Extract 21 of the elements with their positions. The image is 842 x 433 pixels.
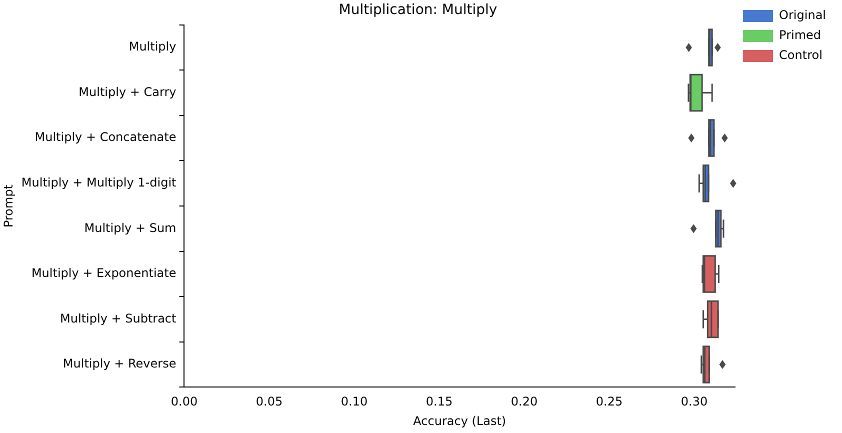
legend-label: Original — [779, 8, 826, 22]
legend-label: Control — [779, 48, 822, 62]
y-tick-label: Multiply + Subtract — [60, 311, 177, 326]
x-axis-title: Accuracy (Last) — [413, 414, 506, 428]
x-tick-label: 0.20 — [510, 394, 538, 409]
x-tick-label: 0.15 — [426, 394, 453, 409]
x-tick-label: 0.00 — [170, 394, 198, 409]
y-tick-label: Multiply — [128, 40, 176, 54]
legend-label: Primed — [779, 28, 822, 42]
x-tick-label: 0.25 — [596, 394, 623, 409]
y-tick-label: Multiply + Reverse — [62, 356, 176, 371]
y-tick-label: Multiply + Exponentiate — [31, 266, 176, 280]
chart-title: Multiplication: Multiply — [338, 2, 498, 18]
x-tick-label: 0.30 — [680, 394, 708, 409]
y-axis-title: Prompt — [1, 184, 16, 228]
y-tick-label: Multiply + Sum — [84, 220, 176, 235]
y-tick-label: Multiply + Multiply 1-digit — [21, 175, 177, 190]
y-tick-label: Multiply + Carry — [78, 84, 176, 99]
y-tick-label: Multiply + Concatenate — [34, 130, 176, 144]
x-tick-label: 0.05 — [256, 394, 283, 409]
x-tick-label: 0.10 — [340, 394, 368, 409]
